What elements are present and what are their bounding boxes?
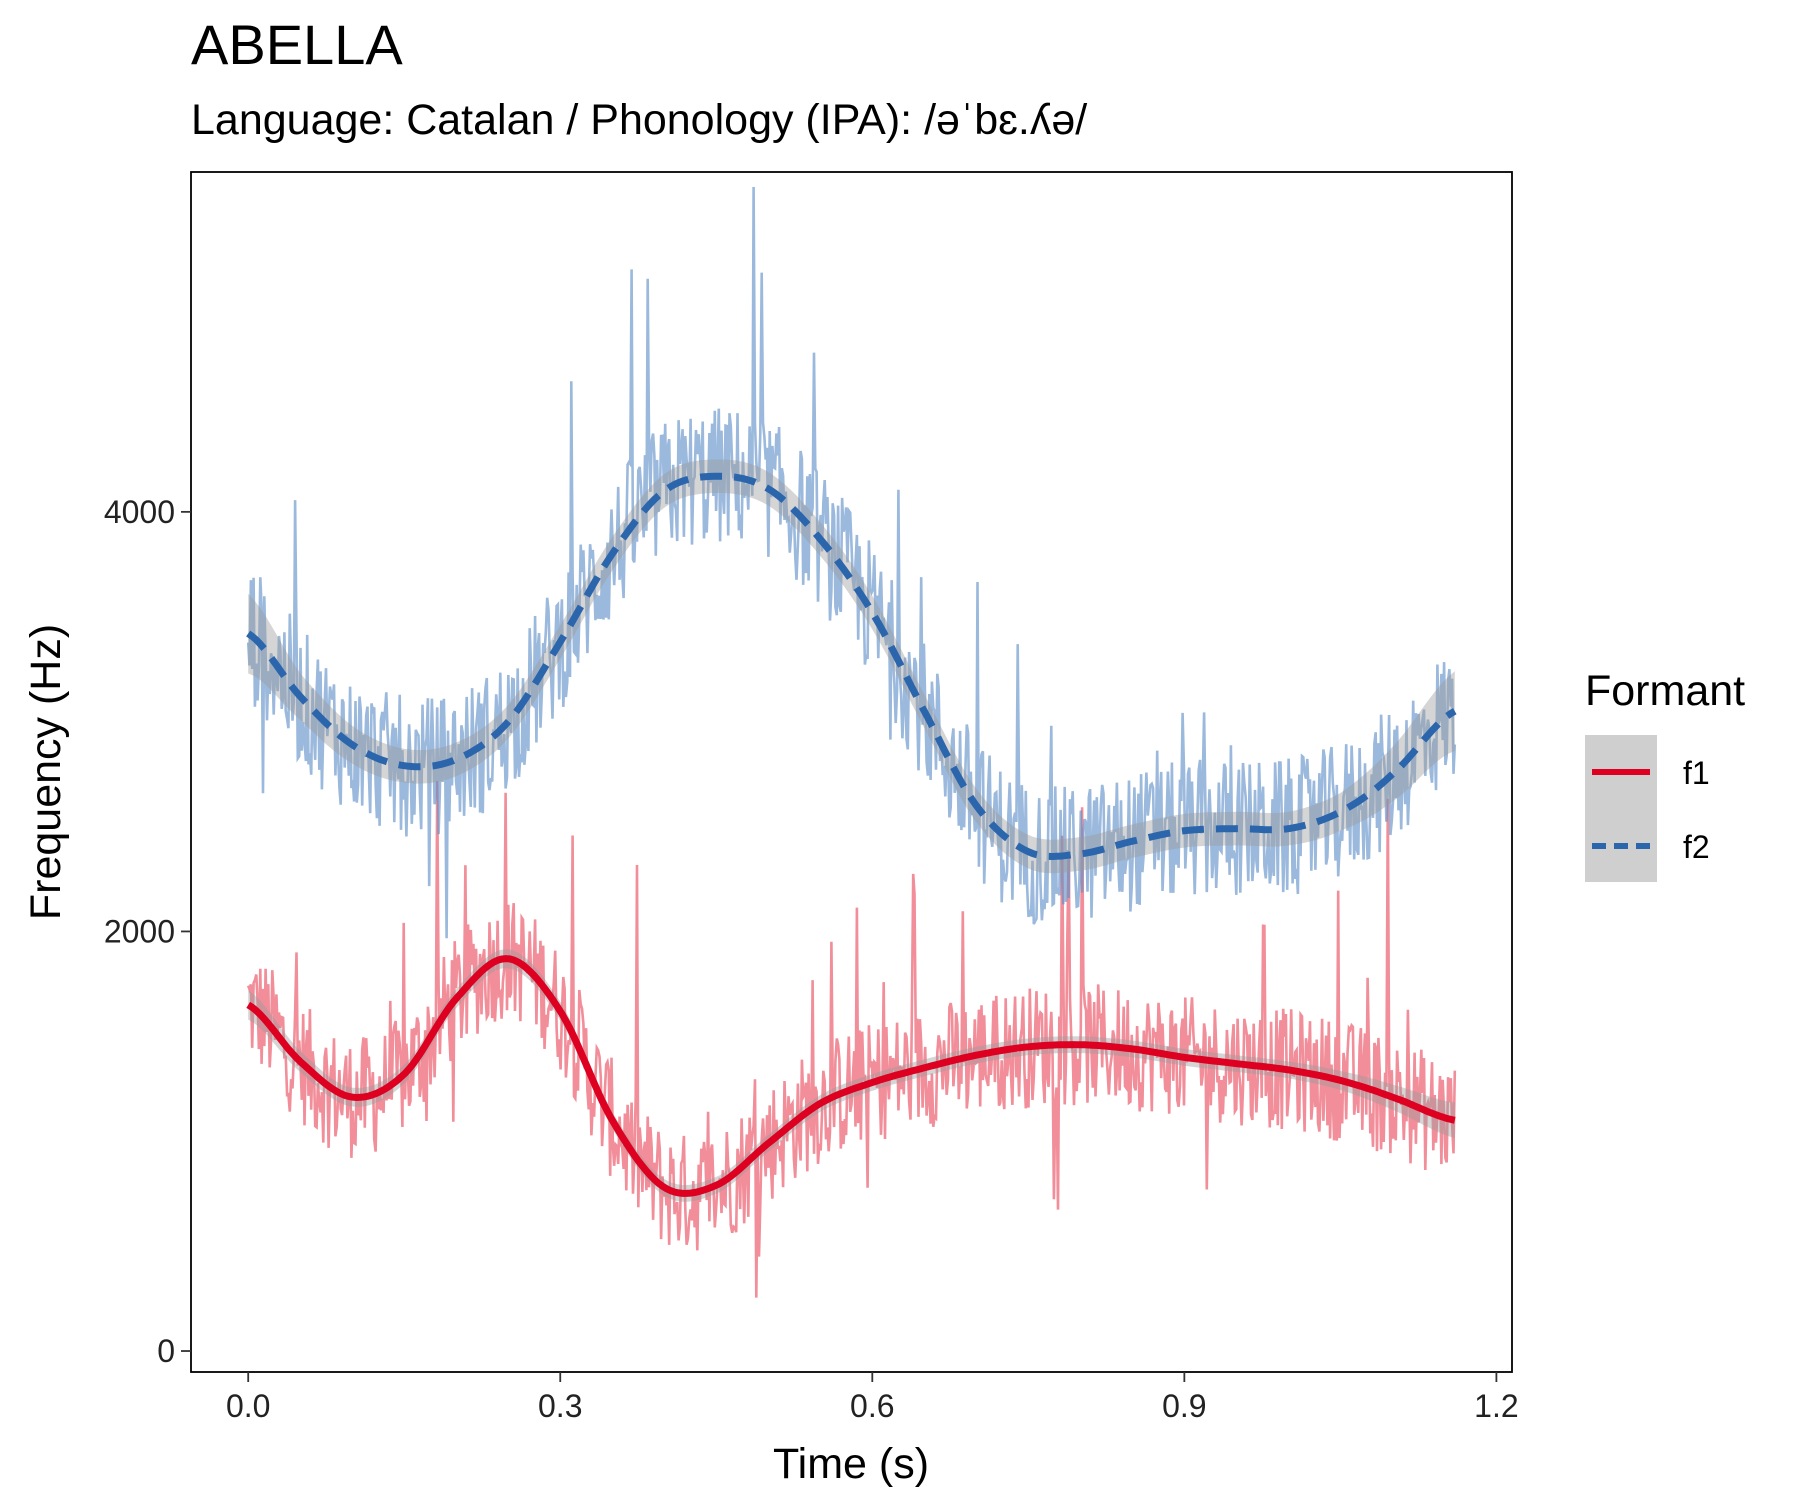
y-tick-label: 4000: [104, 494, 175, 530]
legend-title: Formant: [1585, 667, 1745, 715]
raw-track-f2: [246, 186, 1457, 939]
smooth-line-f2: [246, 472, 1457, 861]
chart-subtitle: Language: Catalan / Phonology (IPA): /əˈ…: [191, 96, 1088, 144]
x-tick-label: 0.3: [538, 1388, 582, 1424]
x-axis-label: Time (s): [773, 1440, 929, 1488]
smooth-line-f1: [246, 955, 1456, 1197]
legend-key-background: [1585, 735, 1657, 882]
legend: Formant f1 f2: [1585, 667, 1745, 882]
smooth-lines: [246, 472, 1457, 1197]
raw-formant-tracks: [246, 186, 1457, 1298]
chart-title: ABELLA: [191, 13, 403, 76]
y-tick-label: 2000: [104, 913, 175, 949]
x-tick-label: 0.9: [1162, 1388, 1206, 1424]
plot-panel-border: [190, 171, 1513, 1373]
x-tick-label: 1.2: [1474, 1388, 1518, 1424]
axes: 0.0 0.3 0.6 0.9 1.2 0 2000 4000: [104, 494, 1519, 1424]
y-axis-label: Frequency (Hz): [22, 624, 70, 920]
legend-label-f1: f1: [1683, 755, 1710, 791]
legend-label-f2: f2: [1683, 829, 1710, 865]
x-tick-label: 0.0: [226, 1388, 270, 1424]
confidence-band-f2: [248, 459, 1455, 874]
y-tick-label: 0: [157, 1333, 175, 1369]
confidence-bands: [248, 459, 1455, 1202]
raw-track-f1: [246, 780, 1457, 1298]
x-tick-label: 0.6: [850, 1388, 894, 1424]
